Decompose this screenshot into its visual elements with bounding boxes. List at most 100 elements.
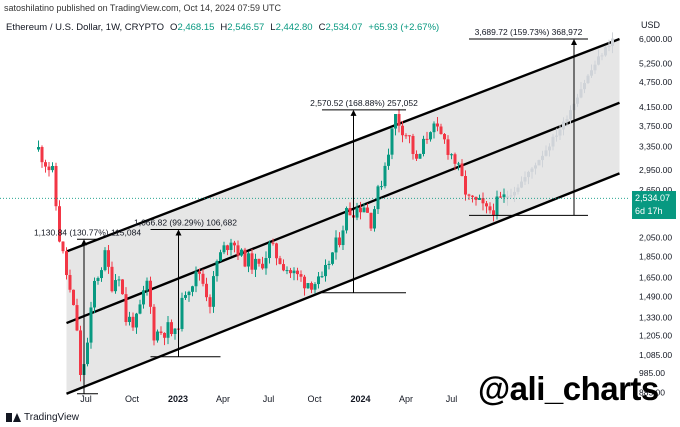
channel-fill <box>66 39 620 394</box>
candle <box>411 135 415 154</box>
x-tick-label: Jul <box>446 394 458 404</box>
candle <box>103 250 107 271</box>
symbol-ohlc-legend: Ethereum / U.S. Dollar, 1W, CRYPTO O2,468… <box>6 22 439 33</box>
candle <box>236 245 240 256</box>
candle <box>107 250 110 267</box>
candle <box>341 230 345 246</box>
candle <box>460 163 464 177</box>
projected-candle <box>544 150 548 156</box>
candle <box>331 252 334 264</box>
candle <box>355 207 359 218</box>
move-arrow-head <box>571 39 577 46</box>
candle <box>401 125 404 136</box>
candle <box>75 305 79 331</box>
channel-middle-line[interactable] <box>66 101 620 325</box>
candle <box>208 297 212 307</box>
candle <box>114 280 117 292</box>
candle <box>194 271 198 287</box>
x-tick-label: Apr <box>216 394 230 404</box>
candle <box>243 249 247 267</box>
candle <box>369 212 373 229</box>
projected-candle <box>555 135 558 137</box>
projected-candle <box>583 83 586 90</box>
candle <box>257 258 261 264</box>
candle <box>51 165 54 171</box>
candle <box>65 251 68 276</box>
projected-candle <box>534 165 537 169</box>
candle <box>366 207 369 213</box>
move-arrow-head <box>175 229 182 236</box>
y-tick-label: 1,205.00 <box>639 331 672 341</box>
channel-upper-line[interactable] <box>66 37 620 253</box>
y-tick-label: 2,050.00 <box>639 232 672 242</box>
candle <box>394 114 397 129</box>
candle <box>212 276 215 307</box>
move-arrow-head <box>350 109 357 116</box>
candle <box>110 266 114 292</box>
projected-candle <box>569 110 572 120</box>
change-value: +65.93 (+2.67%) <box>368 22 440 33</box>
projected-candle <box>576 97 579 104</box>
candle <box>100 270 103 279</box>
candle <box>173 328 177 334</box>
tradingview-logo: TradingView <box>6 412 79 423</box>
y-tick-label: 1,850.00 <box>639 251 672 261</box>
candle <box>478 198 481 200</box>
candle <box>226 245 229 251</box>
candle <box>481 198 485 204</box>
candle <box>142 290 145 305</box>
candle <box>408 135 411 137</box>
publisher-line: satoshilatino published on TradingView.c… <box>4 3 282 13</box>
projected-candle <box>604 47 607 56</box>
candle <box>464 176 467 195</box>
projected-candle <box>520 181 523 188</box>
candle <box>313 284 317 290</box>
projected-candle <box>590 70 593 76</box>
projected-candle <box>523 177 527 182</box>
candle <box>453 154 457 164</box>
candle <box>457 163 460 165</box>
candle <box>488 206 492 211</box>
candle <box>198 271 201 274</box>
candle <box>474 196 478 200</box>
candle <box>184 295 187 298</box>
candle <box>338 237 341 246</box>
candle <box>201 273 205 284</box>
y-tick-label: 985.00 <box>639 368 665 378</box>
candle <box>495 196 499 216</box>
x-tick-label: Jul <box>80 394 92 404</box>
projected-candle <box>506 196 509 199</box>
candle <box>383 165 387 187</box>
candle <box>138 304 142 314</box>
y-tick-label: 1,330.00 <box>639 312 672 322</box>
last-price-value: 2,534.07 <box>635 193 671 204</box>
candle <box>166 322 170 338</box>
currency-label: USD <box>641 20 661 30</box>
candle <box>278 258 282 265</box>
x-tick-label: Oct <box>307 394 322 404</box>
projected-candle <box>586 75 590 84</box>
projected-candle <box>509 195 513 197</box>
low-label: L <box>270 22 276 33</box>
y-tick-label: 5,250.00 <box>639 59 672 69</box>
candle <box>443 134 446 140</box>
candle <box>79 330 82 375</box>
move-label: 2,570.52 (168.88%) 257,052 <box>310 98 418 108</box>
candle <box>86 342 89 365</box>
y-tick-label: 3,750.00 <box>639 121 672 131</box>
candle <box>89 307 93 343</box>
candle <box>376 186 380 210</box>
candle <box>296 270 299 275</box>
candle <box>467 194 471 196</box>
y-tick-label: 6,000.00 <box>639 34 672 44</box>
candle <box>37 147 40 150</box>
projected-candle <box>565 119 569 122</box>
move-label: 3,689.72 (159.73%) 368,972 <box>475 27 583 37</box>
move-arrow-head <box>81 239 87 246</box>
candle <box>345 208 348 231</box>
y-tick-label: 1,650.00 <box>639 273 672 283</box>
projected-candle <box>579 89 583 98</box>
x-tick-label: 2023 <box>168 394 188 404</box>
candle <box>96 278 100 281</box>
